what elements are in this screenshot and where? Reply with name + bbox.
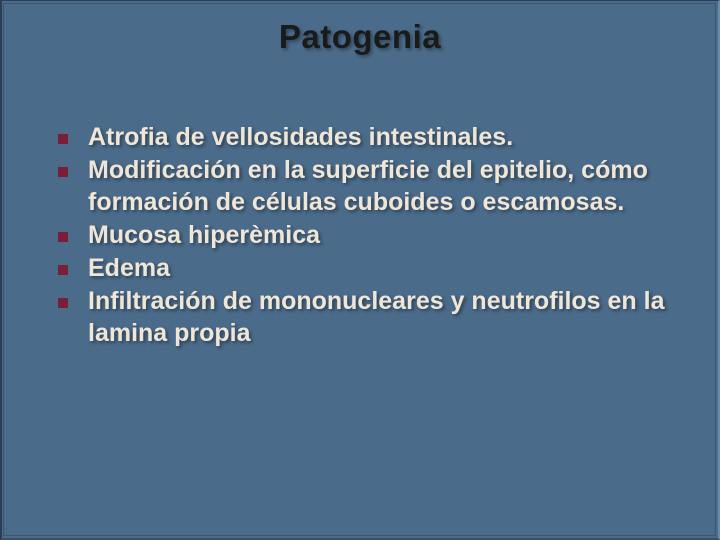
- list-item: Infiltración de mononucleares y neutrofi…: [58, 286, 680, 349]
- bullet-text: Edema: [88, 253, 170, 284]
- bullet-icon: [58, 167, 68, 177]
- bullet-text: Infiltración de mononucleares y neutrofi…: [88, 286, 680, 349]
- list-item: Modificación en la superficie del epitel…: [58, 155, 680, 218]
- bullet-icon: [58, 298, 68, 308]
- bullet-text: Mucosa hiperèmica: [88, 220, 320, 251]
- bullet-list: Atrofia de vellosidades intestinales. Mo…: [58, 122, 680, 351]
- bullet-icon: [58, 265, 68, 275]
- bullet-icon: [58, 134, 68, 144]
- bullet-icon: [58, 232, 68, 242]
- slide-title: Patogenia: [0, 18, 720, 56]
- bullet-text: Atrofia de vellosidades intestinales.: [88, 122, 513, 153]
- list-item: Edema: [58, 253, 680, 284]
- bullet-text: Modificación en la superficie del epitel…: [88, 155, 680, 218]
- list-item: Atrofia de vellosidades intestinales.: [58, 122, 680, 153]
- list-item: Mucosa hiperèmica: [58, 220, 680, 251]
